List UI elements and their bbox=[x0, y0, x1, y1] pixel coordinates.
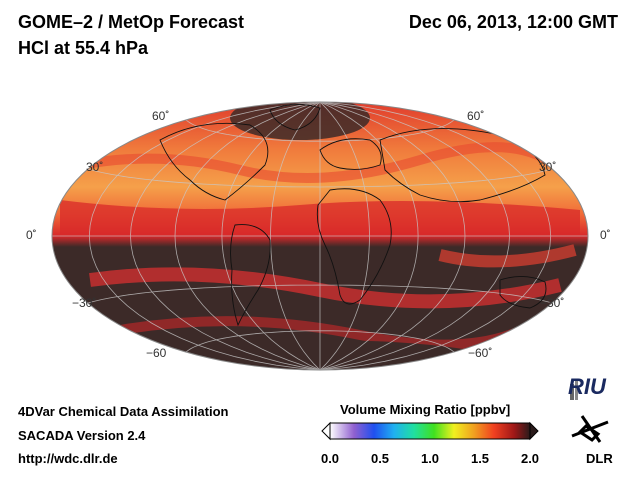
colorbar-tick: 1.5 bbox=[470, 451, 490, 466]
lat-label-30s-right: −30˚ bbox=[540, 296, 565, 310]
graticule-meridian bbox=[88, 102, 321, 370]
graticule-meridian bbox=[174, 102, 321, 370]
dlr-logo-mark bbox=[571, 415, 609, 443]
riu-logo-mark bbox=[570, 380, 578, 400]
colorbar-min-arrow bbox=[321, 421, 331, 441]
lat-label-60s-left: −60 bbox=[146, 346, 167, 360]
graticule-meridian bbox=[221, 102, 321, 370]
lat-label-0-right: 0˚ bbox=[600, 228, 611, 242]
colorbar bbox=[321, 421, 539, 441]
dlr-logo: DLR bbox=[586, 451, 613, 466]
colorbar-tick: 0.5 bbox=[370, 451, 390, 466]
lat-label-30n-right: 30˚ bbox=[539, 160, 557, 174]
lat-label-60n-left: 60˚ bbox=[152, 109, 170, 123]
lat-label-30s-left: −30˚ bbox=[72, 296, 97, 310]
colorbar-gradient bbox=[329, 422, 531, 440]
colorbar-tick: 0.0 bbox=[320, 451, 340, 466]
colorbar-title: Volume Mixing Ratio [ppbv] bbox=[340, 402, 511, 417]
map-subtitle: HCl at 55.4 hPa bbox=[18, 38, 149, 58]
graticule-meridian bbox=[319, 102, 419, 370]
graticule-meridian bbox=[319, 102, 510, 370]
graticule-meridian bbox=[130, 102, 321, 370]
footer-url[interactable]: http://wdc.dlr.de bbox=[18, 451, 118, 466]
graticule-meridian bbox=[319, 102, 552, 370]
riu-logo: RIU bbox=[568, 374, 606, 399]
lat-label-60s-right: −60˚ bbox=[468, 346, 493, 360]
graticule-meridian bbox=[270, 102, 321, 370]
map-title: GOME–2 / MetOp Forecast bbox=[18, 12, 245, 32]
colorbar-tick: 1.0 bbox=[420, 451, 440, 466]
lat-label-60n-right: 60˚ bbox=[467, 109, 485, 123]
forecast-datetime: Dec 06, 2013, 12:00 GMT bbox=[408, 12, 618, 32]
graticule bbox=[52, 102, 588, 370]
graticule-meridian bbox=[319, 102, 370, 370]
globe-outline bbox=[51, 101, 589, 371]
coastlines bbox=[159, 104, 547, 327]
colorbar-max-arrow bbox=[529, 421, 539, 441]
colorbar-tick: 2.0 bbox=[520, 451, 540, 466]
lat-label-30n-left: 30˚ bbox=[86, 160, 104, 174]
lat-label-0-left: 0˚ bbox=[26, 228, 37, 242]
graticule-meridian bbox=[319, 102, 466, 370]
footer-version: SACADA Version 2.4 bbox=[18, 428, 146, 443]
footer-assimilation: 4DVar Chemical Data Assimilation bbox=[18, 404, 229, 419]
